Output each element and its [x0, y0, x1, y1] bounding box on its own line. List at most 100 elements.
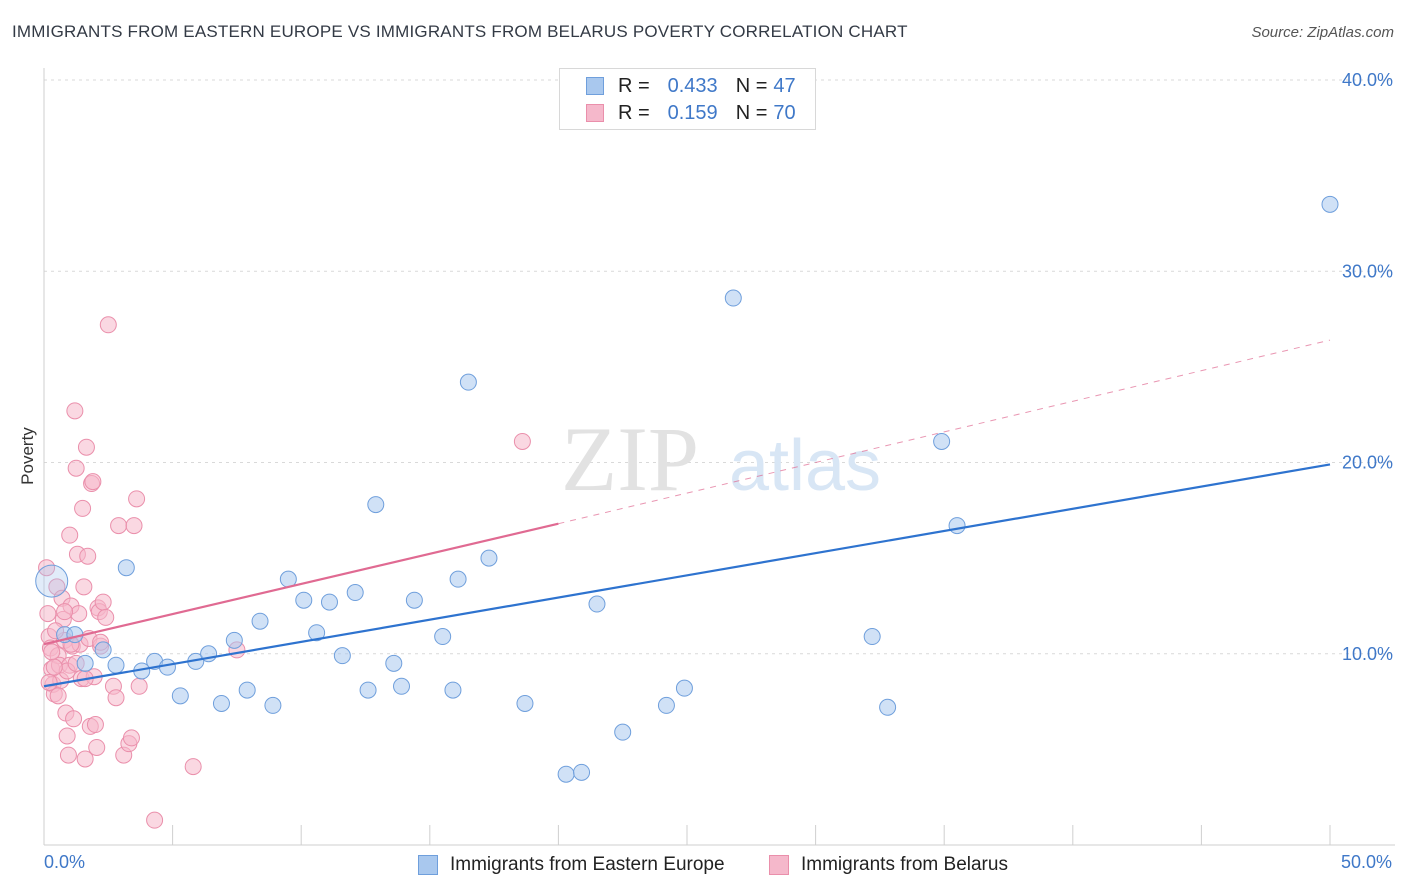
y-tick-label: 30.0% [1342, 261, 1393, 281]
data-point-eastern-europe [346, 584, 364, 602]
data-point-eastern-europe [516, 694, 534, 712]
legend-r-label: R = [618, 101, 650, 124]
data-point-belarus [107, 689, 125, 707]
data-point-belarus [43, 643, 61, 661]
data-point-eastern-europe [264, 696, 282, 714]
data-point-belarus [86, 716, 104, 734]
watermark-atlas: atlas [729, 426, 881, 506]
data-point-belarus [122, 729, 140, 747]
trendline-belarus [43, 522, 559, 646]
data-point-belarus [59, 746, 77, 764]
legend-label-belarus: Immigrants from Belarus [801, 854, 1008, 875]
data-point-eastern-europe [948, 517, 966, 535]
data-point-belarus [130, 677, 148, 695]
data-point-eastern-europe [320, 593, 338, 611]
data-point-eastern-europe [879, 698, 897, 716]
data-point-eastern-europe [449, 570, 467, 588]
data-point-eastern-europe [212, 694, 230, 712]
y-tick-label: 40.0% [1342, 70, 1393, 90]
grid-layer [44, 79, 1395, 655]
data-point-eastern-europe [557, 765, 575, 783]
data-point-eastern-europe [107, 656, 125, 674]
data-point-belarus [84, 473, 102, 491]
legend-swatch-blue [586, 77, 604, 95]
legend-n-label: N = [735, 74, 768, 97]
chart-source: Source: ZipAtlas.com [1251, 24, 1394, 41]
legend-swatch-blue [418, 855, 438, 875]
data-point-eastern-europe [225, 631, 243, 649]
data-point-eastern-europe [308, 624, 326, 642]
data-point-belarus [128, 490, 146, 508]
data-point-eastern-europe [724, 289, 742, 307]
data-point-eastern-europe [35, 564, 69, 598]
legend-label-eastern-europe: Immigrants from Eastern Europe [450, 854, 725, 875]
legend-r-value: 0.433 [667, 74, 718, 97]
legend-swatch-pink [769, 855, 789, 875]
data-point-eastern-europe [444, 681, 462, 699]
data-point-belarus [513, 432, 531, 450]
data-point-eastern-europe [385, 654, 403, 672]
series-eastern-europe-points [35, 195, 1339, 783]
axes-layer [43, 68, 1395, 846]
data-point-eastern-europe [459, 373, 477, 391]
data-point-belarus [38, 559, 56, 577]
data-point-eastern-europe [480, 549, 498, 567]
data-point-eastern-europe [573, 763, 591, 781]
data-point-belarus [88, 738, 106, 756]
x-tick-max: 50.0% [1340, 852, 1392, 872]
data-point-eastern-europe [588, 595, 606, 613]
trendline-eastern-europe [43, 463, 1331, 688]
data-point-eastern-europe [367, 496, 385, 514]
data-point-belarus [77, 438, 95, 456]
data-point-belarus [99, 316, 117, 334]
data-point-belarus [56, 603, 74, 621]
data-point-belarus [58, 727, 76, 745]
watermark: ZIP atlas [561, 408, 881, 510]
data-point-belarus [45, 658, 63, 676]
chart-title: IMMIGRANTS FROM EASTERN EUROPE VS IMMIGR… [12, 22, 908, 41]
data-point-eastern-europe [171, 687, 189, 705]
data-point-belarus [75, 578, 93, 596]
data-point-eastern-europe [158, 658, 176, 676]
legend-r-value: 0.159 [667, 101, 718, 124]
data-point-eastern-europe [76, 654, 94, 672]
data-point-belarus [76, 750, 94, 768]
data-point-belarus [39, 605, 57, 623]
legend-item-eastern-europe: Immigrants from Eastern Europe [418, 852, 725, 878]
watermark-zip: ZIP [561, 408, 699, 510]
data-point-belarus [66, 402, 84, 420]
data-point-belarus [74, 499, 92, 517]
data-point-eastern-europe [393, 677, 411, 695]
data-point-eastern-europe [117, 559, 135, 577]
y-tick-label: 20.0% [1342, 453, 1393, 473]
data-point-eastern-europe [614, 723, 632, 741]
data-point-eastern-europe [251, 612, 269, 630]
correlation-legend: R = 0.433 N = 47 R = 0.159 N = 70 [559, 68, 816, 130]
data-point-belarus [125, 517, 143, 535]
data-point-belarus [65, 710, 83, 728]
legend-r-label: R = [618, 74, 650, 97]
data-point-eastern-europe [1321, 195, 1339, 213]
legend-n-value: 70 [773, 101, 796, 124]
y-tick-labels: 10.0% 20.0% 30.0% 40.0% [1342, 70, 1393, 664]
data-point-belarus [94, 593, 112, 611]
data-point-eastern-europe [434, 628, 452, 646]
trend-lines [43, 339, 1331, 688]
data-point-eastern-europe [933, 432, 951, 450]
data-point-belarus [70, 605, 88, 623]
legend-row-eastern-europe: R = 0.433 N = 47 [586, 74, 796, 98]
legend-item-belarus: Immigrants from Belarus [769, 852, 1008, 878]
data-point-belarus [110, 517, 128, 535]
legend-n-label: N = [735, 101, 768, 124]
data-point-belarus [67, 459, 85, 477]
data-point-eastern-europe [863, 628, 881, 646]
data-point-belarus [184, 758, 202, 776]
legend-row-belarus: R = 0.159 N = 70 [586, 101, 796, 125]
data-point-belarus [49, 687, 67, 705]
data-point-eastern-europe [359, 681, 377, 699]
series-belarus-points [38, 316, 531, 829]
data-point-eastern-europe [94, 641, 112, 659]
y-tick-label: 10.0% [1342, 644, 1393, 664]
data-point-belarus [61, 526, 79, 544]
